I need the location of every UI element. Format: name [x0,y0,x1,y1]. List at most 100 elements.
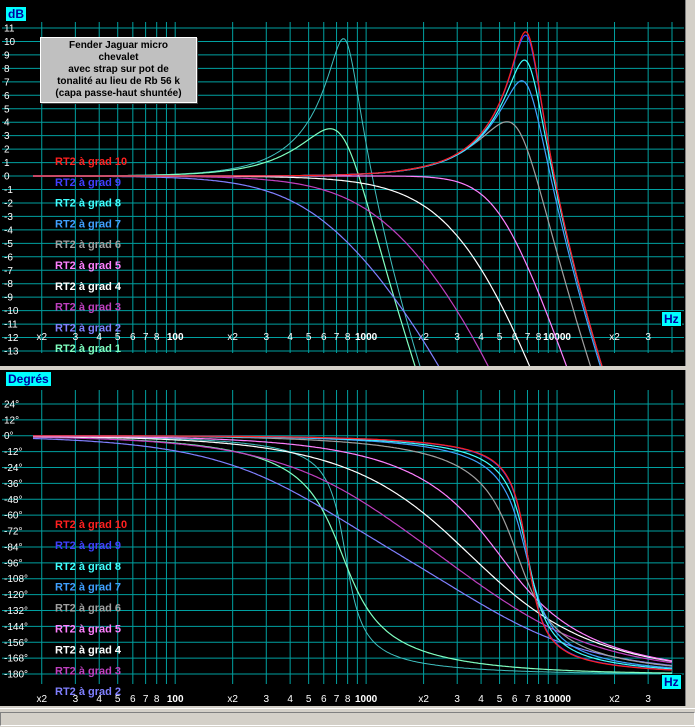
legend-label-magnitude: RT2 à grad 7 [55,218,121,230]
x-tick-label: 6 [321,694,327,705]
y-tick-label: 6 [4,91,10,102]
y-tick-label: -11 [4,320,18,331]
legend-label-magnitude: RT2 à grad 9 [55,177,121,189]
db-axis-label: dB [5,6,27,22]
y-tick-label: -96° [4,558,22,569]
phase-series-curve [32,436,673,664]
x-tick-label: x2 [227,694,238,705]
status-bar [0,708,695,727]
hz-axis-label: Hz [661,311,682,327]
x-tick-label: 10000 [543,694,571,705]
x-tick-label: 5 [115,694,121,705]
x-tick-label: 8 [154,694,160,705]
y-tick-label: 11 [4,24,15,35]
y-tick-label: -24° [4,463,22,474]
magnitude-chart: 11109876543210-1-2-3-4-5-6-7-8-9-10-11-1… [2,22,684,366]
annotation-line-5: (capa passe-haut shuntée) [55,88,182,99]
x-tick-label: x2 [418,332,429,343]
x-tick-label: 1000 [355,332,378,343]
legend-label-phase: RT2 à grad 6 [55,603,121,615]
y-tick-label: 3 [4,131,10,142]
x-tick-label: 6 [321,332,327,343]
y-tick-label: 4 [4,118,10,129]
x-tick-label: 100 [167,694,184,705]
x-tick-label: 3 [264,332,270,343]
y-tick-label: -4 [4,225,13,236]
legend-label-magnitude: RT2 à grad 8 [55,198,121,210]
legend-label-phase: RT2 à grad 9 [55,540,121,552]
y-tick-label: -156° [4,638,28,649]
x-tick-label: 5 [306,694,312,705]
legend-label-phase: RT2 à grad 5 [55,624,121,636]
x-tick-label: 7 [334,694,340,705]
y-tick-label: -13 [4,347,19,358]
x-tick-label: 4 [478,694,484,705]
y-tick-label: -72° [4,527,22,538]
x-tick-label: x2 [227,332,238,343]
magnitude-series-curve [33,80,601,366]
legend-label-magnitude: RT2 à grad 6 [55,239,121,251]
y-tick-label: -180° [4,670,28,681]
y-tick-label: 7 [4,77,10,88]
x-tick-label: 3 [454,694,460,705]
y-tick-label: -6 [4,252,13,263]
y-tick-label: -120° [4,590,28,601]
x-tick-label: 100 [167,332,184,343]
phase-chart-panel: 24° 12° 0° -12° -24° -36° -48° -60° -72° -84° -96°… [0,370,686,706]
x-tick-label: 6 [130,694,136,705]
x-tick-label: x2 [609,332,620,343]
y-tick-label: -3 [4,212,13,223]
legend-label-phase: RT2 à grad 3 [55,665,121,677]
x-tick-label: 4 [96,332,102,343]
magnitude-chart-panel: 11 10 9 8 7 6 5 4 3 2 1 0 -1 -2 -3 -4 -5 -6 -7 -8 -9 -10 -11 -1… [0,0,686,366]
x-tick-label: 7 [143,694,149,705]
legend-label-phase: RT2 à grad 7 [55,582,121,594]
x-tick-label: 6 [512,694,518,705]
y-tick-label: -48° [4,495,22,506]
x-tick-label: 3 [264,694,270,705]
annotation-line-4: tonalité au lieu de Rb 56 k [57,76,180,87]
x-tick-label: 6 [130,332,136,343]
y-tick-label: 0 [4,172,10,183]
y-tick-label: 8 [4,64,10,75]
legend-label-magnitude: RT2 à grad 4 [55,281,122,293]
phase-series-curve [33,437,673,667]
y-tick-label: 0° [4,431,14,442]
legend-label-magnitude: RT2 à grad 1 [55,343,121,355]
x-tick-label: 6 [512,332,518,343]
x-tick-label: 8 [536,332,542,343]
legend-label-magnitude: RT2 à grad 10 [55,156,127,168]
y-tick-label: -108° [4,574,28,585]
x-tick-label: 3 [73,694,79,705]
y-tick-label: -168° [4,654,28,665]
y-tick-label: 12° [4,415,19,426]
x-tick-label: 10000 [543,332,571,343]
x-tick-label: 8 [154,332,160,343]
x-tick-label: x2 [36,694,47,705]
legend-label-phase: RT2 à grad 2 [55,686,121,698]
x-tick-label: 7 [525,332,531,343]
legend-label-phase: RT2 à grad 10 [55,519,127,531]
y-tick-label: -12° [4,447,22,458]
y-tick-label: 1 [4,158,10,169]
phase-chart: 24° 12° 0° -12° -24° -36° -48° -60° -72° -84° -96°… [2,390,684,705]
annotation-box: Fender Jaguar micro chevalet avec strap … [40,37,197,103]
x-tick-label: 1000 [355,694,378,705]
x-tick-label: 8 [345,332,351,343]
legend-label-magnitude: RT2 à grad 3 [55,302,121,314]
x-tick-label: 3 [645,332,651,343]
y-tick-label: -36° [4,479,22,490]
annotation-line-1: Fender Jaguar micro [69,40,168,51]
x-tick-label: x2 [36,332,47,343]
x-tick-label: 4 [287,694,293,705]
x-tick-label: 5 [115,332,121,343]
y-tick-label: -5 [4,239,13,250]
x-tick-label: 8 [536,694,542,705]
x-tick-label: 4 [478,332,484,343]
x-tick-label: 7 [334,332,340,343]
x-tick-label: 5 [497,332,503,343]
phase-series-curve [33,435,673,662]
x-tick-label: x2 [609,694,620,705]
x-tick-label: 4 [287,332,293,343]
degrees-axis-label: Degrés [5,371,52,387]
